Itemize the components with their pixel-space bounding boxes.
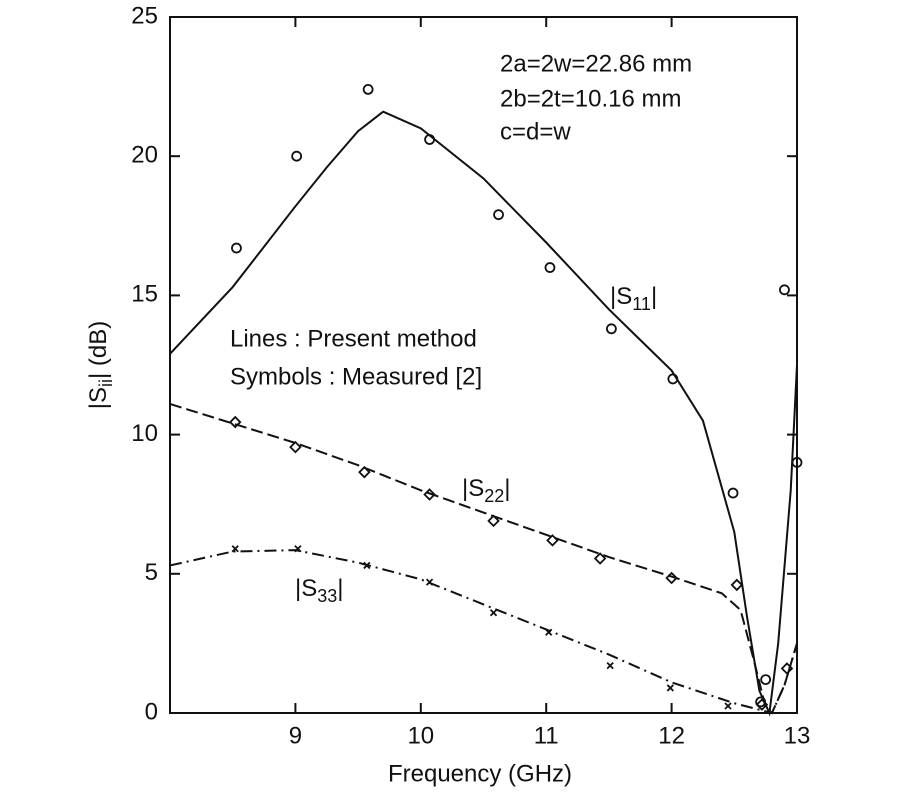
marker [294,545,302,553]
y-tick-label: 0 [145,698,158,725]
series-label: |S22| [462,475,511,505]
marker [487,514,500,528]
annotation: c=d=w [500,118,571,145]
marker [362,83,374,95]
y-tick-label: 10 [131,420,158,447]
marker [423,488,436,501]
marker [231,545,239,553]
marker [791,457,803,468]
marker [546,534,559,547]
line [169,110,798,717]
marker [606,323,617,335]
annotation: Symbols : Measured [2] [230,363,482,390]
marker [730,578,744,592]
marker [779,284,790,296]
marker [545,628,553,636]
marker [424,134,435,145]
y-tick-label: 5 [145,559,158,586]
marker [667,373,679,385]
marker [289,440,302,454]
annotation: Lines : Present method [230,325,477,352]
marker [358,465,371,479]
y-tick-label: 25 [131,2,158,29]
marker [724,702,732,710]
x-tick-label: 10 [407,722,434,749]
marker [780,662,794,675]
marker [666,684,674,692]
series-label: |S33| [295,575,344,605]
x-tick-label: 13 [784,722,811,749]
marker [489,609,498,617]
line [169,549,798,715]
marker [425,578,434,586]
marker [665,571,678,585]
marker [363,561,371,570]
marker [493,209,504,221]
marker [231,242,242,254]
marker [727,487,739,499]
marker [544,262,556,273]
marker [593,552,607,565]
x-axis-label: Frequency (GHz) [388,760,572,787]
x-tick-label: 11 [534,722,559,749]
series-label: |S11| [610,283,657,313]
marker [760,674,772,685]
x-tick-label: 9 [289,722,302,749]
y-tick-label: 15 [131,281,158,308]
marker [755,698,769,711]
x-tick-label: 12 [658,722,685,749]
marker [228,415,242,429]
y-axis-label: |Sii| (dB) [85,321,115,410]
marker [291,150,303,162]
line [169,403,798,715]
annotation: 2b=2t=10.16 mm [500,85,681,112]
annotation: 2a=2w=22.86 mm [500,50,692,77]
marker [606,662,614,670]
y-tick-label: 20 [131,142,158,169]
